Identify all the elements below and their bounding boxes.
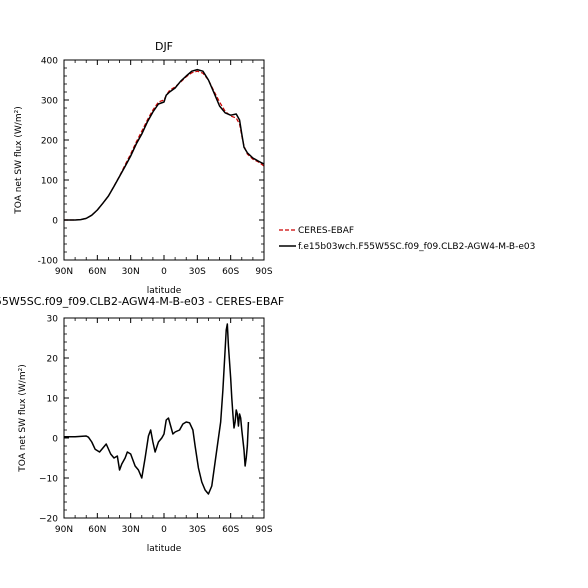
top-panel-ticks: [63, 59, 265, 261]
top-panel-series-model-line: [64, 68, 265, 221]
bottom-panel-y-tick-labels: −20 −10 0 10 20 30: [39, 315, 58, 525]
x-tick-label: 0: [161, 525, 167, 535]
bottom-panel-series-model-line: [64, 323, 250, 495]
y-tick-label: -100: [38, 257, 59, 267]
x-tick-label: 30S: [189, 525, 206, 535]
y-tick-label: 30: [47, 315, 59, 325]
y-tick-label: 200: [41, 137, 58, 147]
y-tick-label: −10: [39, 475, 58, 485]
top-panel-y-tick-labels: -100 0 100 200 300 400: [38, 57, 59, 267]
x-tick-label: 90N: [55, 525, 73, 535]
top-panel-xlabel: latitude: [147, 286, 182, 296]
x-tick-label: 30S: [189, 267, 206, 277]
legend-label-model: f.e15b03wch.F55W5SC.f09_f09.CLB2-AGW4-M-…: [298, 242, 535, 252]
y-tick-label: 100: [41, 177, 58, 187]
legend-label-ceres: CERES-EBAF: [298, 226, 354, 236]
x-tick-label: 90S: [255, 525, 272, 535]
y-tick-label: −20: [39, 515, 58, 525]
bottom-panel-ticks: [63, 317, 265, 519]
legend: CERES-EBAF f.e15b03wch.F55W5SC.f09_f09.C…: [279, 226, 535, 252]
top-panel-ylabel: TOA net SW flux (W/m²): [14, 106, 24, 214]
top-panel-title: DJF: [155, 40, 173, 53]
top-panel-series: [64, 68, 265, 221]
bottom-panel: ch.F55W5SC.f09_f09.CLB2-AGW4-M-B-e03 - C…: [0, 295, 284, 554]
top-panel: DJF TOA net SW flux (W/m²) latitude 90N 6…: [14, 40, 273, 296]
x-tick-label: 90N: [55, 267, 73, 277]
x-tick-label: 60N: [88, 267, 106, 277]
x-tick-label: 0: [161, 267, 167, 277]
bottom-panel-x-tick-labels: 90N 60N 30N 0 30S 60S 90S: [55, 525, 273, 535]
bottom-panel-series: [64, 323, 250, 495]
x-tick-label: 30N: [122, 525, 140, 535]
y-tick-label: 0: [52, 435, 58, 445]
bottom-panel-xlabel: latitude: [147, 544, 182, 554]
x-tick-label: 60S: [222, 267, 239, 277]
bottom-panel-ylabel: TOA net SW flux (W/m²): [18, 364, 28, 472]
x-tick-label: 30N: [122, 267, 140, 277]
bottom-panel-title: ch.F55W5SC.f09_f09.CLB2-AGW4-M-B-e03 - C…: [0, 295, 284, 308]
y-tick-label: 20: [47, 355, 59, 365]
top-panel-x-tick-labels: 90N 60N 30N 0 30S 60S 90S: [55, 267, 273, 277]
bottom-panel-frame: [63, 317, 265, 519]
x-tick-label: 90S: [255, 267, 272, 277]
x-tick-label: 60N: [88, 525, 106, 535]
y-tick-label: 10: [47, 395, 59, 405]
x-tick-label: 60S: [222, 525, 239, 535]
top-panel-frame: [63, 59, 265, 261]
top-panel-series-ceres-line: [64, 70, 265, 221]
y-tick-label: 400: [41, 57, 58, 67]
y-tick-label: 0: [52, 217, 58, 227]
y-tick-label: 300: [41, 97, 58, 107]
